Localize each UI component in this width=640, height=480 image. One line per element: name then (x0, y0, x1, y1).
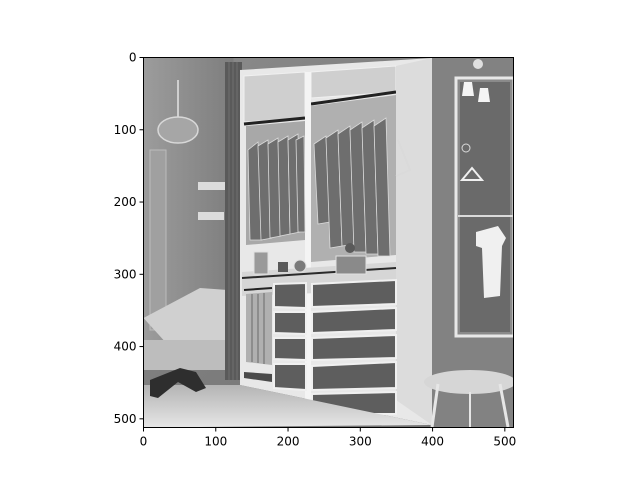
y-tick-label: 300 (114, 267, 137, 281)
x-tick-label: 500 (493, 435, 516, 449)
x-tick-label: 100 (204, 435, 227, 449)
lamp-icon (157, 80, 199, 144)
y-tick-label: 100 (114, 123, 137, 137)
y-tick-label: 500 (114, 412, 137, 426)
x-tick-label: 200 (277, 435, 300, 449)
drawer-icon (273, 278, 397, 415)
x-tick-label: 300 (349, 435, 372, 449)
floor (143, 385, 432, 428)
bed-icon (143, 288, 229, 370)
wall-shelf (198, 182, 226, 220)
mirror-icon (454, 76, 514, 338)
x-tick-label: 0 (140, 435, 148, 449)
y-axis: 0 100 200 300 400 500 (114, 51, 144, 426)
hanging-clothes-icon (247, 117, 412, 257)
window-frame (149, 149, 167, 331)
axes-frame (143, 57, 514, 428)
x-axis: 0 100 200 300 400 500 (140, 427, 516, 449)
y-tick-label: 0 (129, 51, 137, 65)
lower-rail (243, 287, 273, 382)
stool-icon (424, 370, 514, 428)
wall-lamp-icon (462, 59, 490, 102)
shelf-items (253, 243, 367, 275)
y-tick-label: 400 (114, 340, 137, 354)
y-tick-label: 200 (114, 195, 137, 209)
boots (150, 368, 206, 398)
x-tick-label: 400 (421, 435, 444, 449)
image-panel (143, 57, 514, 428)
